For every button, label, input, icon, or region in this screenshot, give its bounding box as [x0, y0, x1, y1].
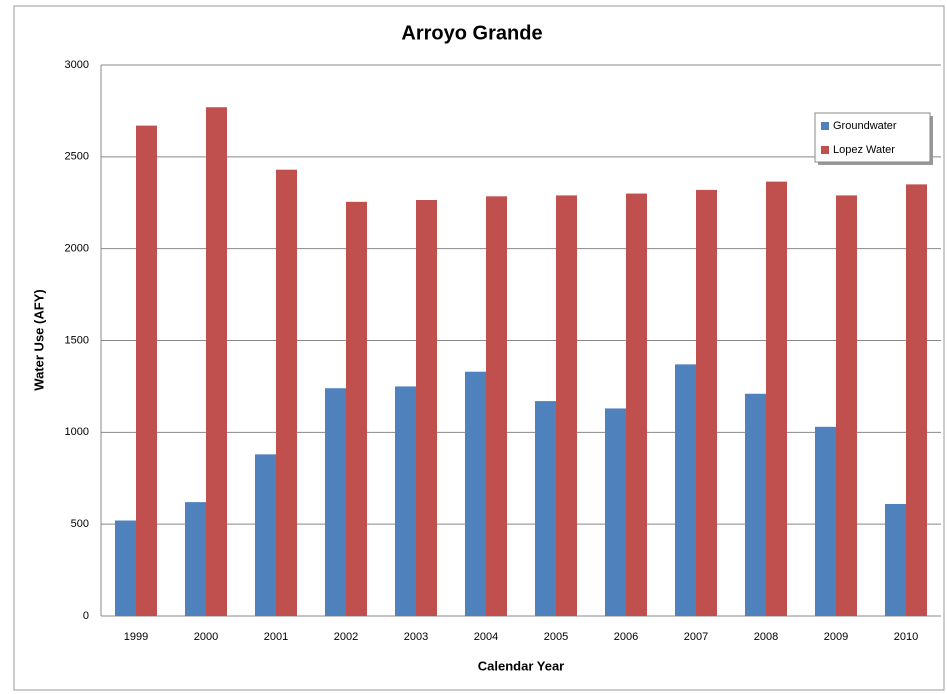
x-tick-label: 2008	[754, 631, 778, 643]
x-tick-label: 2006	[614, 631, 638, 643]
bar	[136, 125, 157, 617]
y-axis-title: Water Use (AFY)	[31, 289, 46, 390]
y-tick-label: 2500	[65, 151, 89, 163]
bar	[486, 196, 507, 617]
x-tick-label: 2004	[474, 631, 498, 643]
y-tick-label: 1000	[65, 426, 89, 438]
y-tick-label: 2000	[65, 243, 89, 255]
bar	[535, 401, 556, 616]
y-tick-label: 500	[71, 518, 89, 530]
y-tick-label: 0	[83, 610, 89, 622]
bar	[675, 364, 696, 616]
y-tick-label: 3000	[65, 59, 89, 71]
bar	[346, 201, 367, 616]
bar	[815, 426, 836, 616]
y-tick-label: 1500	[65, 334, 89, 346]
bar	[325, 388, 346, 616]
bar	[115, 520, 136, 616]
bar	[465, 371, 486, 616]
bar	[276, 169, 297, 616]
bar	[185, 502, 206, 616]
x-tick-label: 2003	[404, 631, 428, 643]
x-tick-label: 2000	[194, 631, 218, 643]
bar	[836, 195, 857, 617]
legend	[814, 112, 931, 163]
bar	[206, 107, 227, 616]
x-tick-label: 2010	[894, 631, 918, 643]
chart-title: Arroyo Grande	[401, 22, 542, 44]
bar	[255, 454, 276, 616]
x-axis-title: Calendar Year	[478, 658, 564, 673]
x-tick-label: 2009	[824, 631, 848, 643]
bar	[626, 193, 647, 617]
x-tick-label: 2007	[684, 631, 708, 643]
legend-label: Lopez Water	[833, 144, 895, 156]
bar	[395, 386, 416, 616]
bar	[906, 184, 927, 616]
x-tick-label: 2005	[544, 631, 568, 643]
bar	[696, 189, 717, 617]
x-tick-label: 2001	[264, 631, 288, 643]
bar	[605, 408, 626, 616]
bar	[416, 199, 437, 616]
legend-swatch	[821, 122, 829, 130]
legend-swatch	[821, 146, 829, 154]
bar	[885, 503, 906, 616]
x-tick-label: 1999	[124, 631, 148, 643]
bar	[766, 181, 787, 616]
bar	[556, 195, 577, 617]
legend-label: Groundwater	[833, 120, 897, 132]
x-tick-label: 2002	[334, 631, 358, 643]
bar	[745, 393, 766, 616]
